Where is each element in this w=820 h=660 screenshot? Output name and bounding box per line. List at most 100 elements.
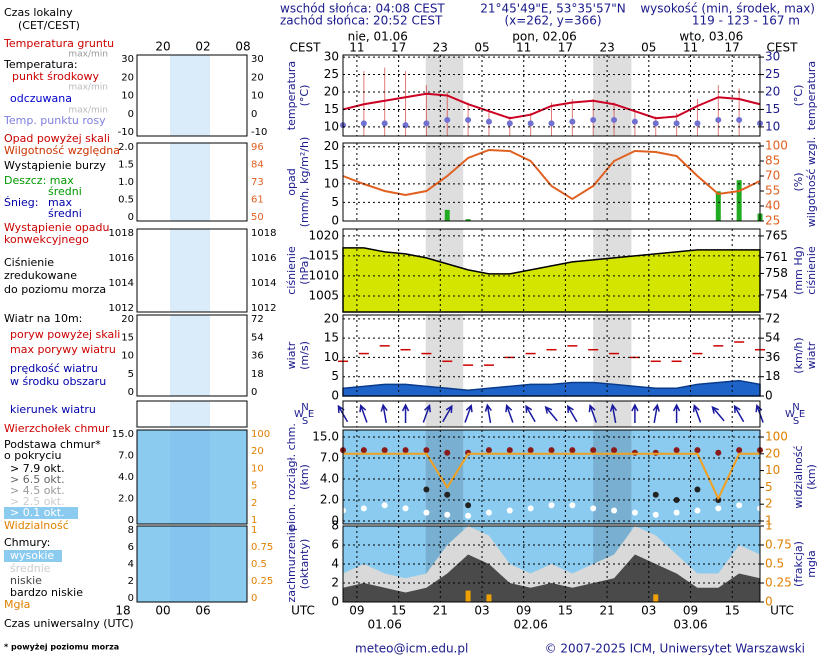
- dot: [548, 120, 555, 127]
- night-band: [593, 55, 632, 136]
- night-band: [425, 315, 464, 396]
- legend-text: > 0.1 okt.: [10, 506, 65, 519]
- top-tick-label: 11: [349, 41, 364, 55]
- compass-label: E: [308, 409, 314, 420]
- y-tick-label: 10: [324, 176, 339, 190]
- mini-tick-label: 73: [251, 177, 264, 188]
- date-label: pon, 02.06: [512, 30, 577, 44]
- mini-panel-background: [137, 143, 247, 221]
- y-axis-label: (m/s): [298, 341, 311, 370]
- wind-arrow: [464, 403, 473, 423]
- wind-arrow: [588, 403, 597, 423]
- y2-axis-label: (km/h): [792, 337, 805, 373]
- height-values: 119 - 123 - 167 m: [692, 14, 800, 28]
- legend-text: poryw powyżej skali: [10, 328, 120, 341]
- y-tick-label: 5: [331, 195, 339, 209]
- legend-text: Opad powyżej skali: [4, 132, 110, 145]
- y2-tick-label: 0.75: [765, 538, 792, 552]
- y2-tick-label: 758: [765, 266, 788, 280]
- y-axis-label: (oktanty): [298, 539, 311, 590]
- y2-axis-label: mgła: [805, 550, 818, 578]
- mini-tick-label: 1012: [251, 303, 276, 314]
- y-axis-label: pion. rozciągł. chm.: [285, 423, 298, 531]
- y-tick-label: 1015: [308, 248, 339, 262]
- mini-tick-label: 1: [251, 515, 257, 526]
- dot: [569, 118, 576, 125]
- x-tick-label: 15: [558, 604, 573, 618]
- legend-text: Wystąpienie opadu: [4, 221, 109, 234]
- legend-text: Czas lokalny: [4, 6, 73, 19]
- dot: [590, 116, 597, 123]
- mini-tick-label: 15: [121, 332, 134, 343]
- mini-panel-background: [137, 229, 247, 312]
- dot: [631, 509, 638, 516]
- legend-text: średnie: [10, 562, 51, 575]
- y2-tick-label: 30: [765, 50, 780, 64]
- legend-text: prędkość wiatru: [10, 362, 98, 375]
- bar: [444, 209, 450, 221]
- mini-tick-label: 0.25: [251, 576, 273, 587]
- y2-tick-label: 15: [765, 102, 780, 116]
- wind-arrow: [484, 403, 492, 423]
- y2-axis-label: widzialność: [792, 445, 805, 508]
- mini-daytime-band: [170, 229, 210, 312]
- series-area: [342, 379, 761, 397]
- mini-tick-label: 0.5: [251, 559, 267, 570]
- mini-tick-label: 0: [251, 109, 257, 120]
- mini-tick-label: 2.0: [118, 142, 134, 153]
- y2-tick-label: 0.5: [765, 557, 784, 571]
- y2-tick-label: 54: [765, 331, 780, 345]
- mini-tick-label: 20: [121, 72, 134, 83]
- dot: [715, 116, 722, 123]
- dot: [652, 449, 659, 456]
- y2-tick-label: 761: [765, 250, 788, 264]
- wind-arrow: [505, 403, 514, 423]
- y-axis-label: temperatura: [285, 61, 298, 130]
- x-tick-label: 03: [641, 604, 656, 618]
- y-tick-label: 2: [331, 576, 339, 590]
- axis-unit: CEST: [290, 41, 322, 55]
- mini-bottom-label: 06: [195, 604, 210, 618]
- mini-tick-label: 84: [251, 160, 264, 171]
- y-tick-label: 15: [324, 331, 339, 345]
- legend-text: Chmury:: [4, 536, 50, 549]
- mini-panel-background: [137, 401, 247, 427]
- dot: [506, 507, 513, 514]
- dot: [485, 509, 492, 516]
- axis-unit: CEST: [767, 41, 799, 55]
- y2-tick-label: 100: [765, 430, 788, 444]
- night-band: [425, 143, 464, 221]
- y-tick-label: 30: [324, 50, 339, 64]
- dot: [673, 509, 680, 516]
- legend-swatch: [4, 550, 62, 562]
- mini-tick-label: 15.0: [112, 429, 134, 440]
- y-tick-label: 7.0: [320, 451, 339, 465]
- mini-bottom-label: 18: [115, 604, 130, 618]
- mini-tick-label: 4: [128, 559, 134, 570]
- legend-text: Deszcz: max: [4, 174, 74, 187]
- y2-tick-label: 18: [765, 369, 780, 383]
- mini-tick-label: 7.0: [118, 451, 134, 462]
- dot: [527, 505, 534, 512]
- mini-tick-label: 1016: [109, 253, 134, 264]
- panel-frame: [342, 54, 761, 137]
- legend-text: zredukowane: [4, 269, 77, 282]
- dot: [423, 447, 430, 454]
- legend-text: Wystąpienie burzy: [4, 159, 106, 172]
- y2-tick-label: 2: [765, 497, 773, 511]
- wind-arrow: [733, 404, 745, 423]
- mini-tick-label: 1: [251, 525, 257, 536]
- legend-text: > 7.9 okt.: [10, 462, 65, 475]
- mini-bottom-label: 00: [155, 604, 170, 618]
- legend-text: Wilgotność względna: [4, 144, 120, 157]
- y-tick-label: 0: [331, 514, 339, 528]
- panel-background: [343, 143, 760, 221]
- mini-tick-label: 20: [121, 314, 134, 325]
- mini-tick-label: 2: [128, 576, 134, 587]
- dot: [694, 447, 701, 454]
- y2-tick-label: 765: [765, 228, 788, 242]
- legend-text: > 6.5 okt.: [10, 473, 65, 486]
- legend-text: Temperatura:: [3, 58, 78, 71]
- compass-label: W: [294, 409, 304, 420]
